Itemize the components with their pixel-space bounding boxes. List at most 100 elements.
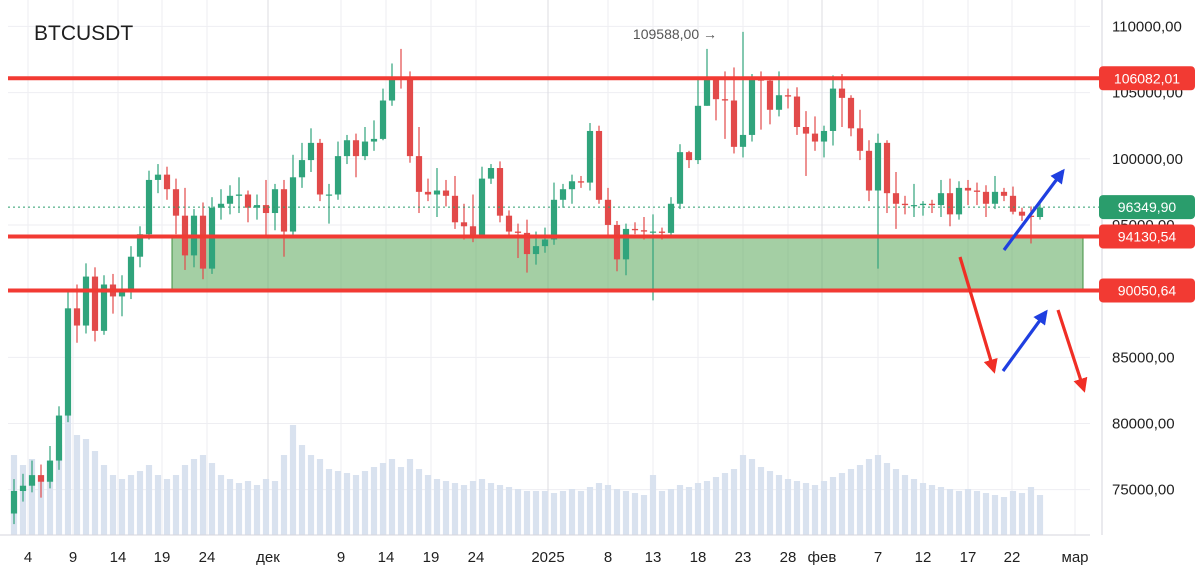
candle-body <box>919 203 927 206</box>
candle-body <box>1009 195 1017 212</box>
candle-body <box>595 130 603 200</box>
volume-bar <box>757 467 765 535</box>
volume-bar <box>1009 491 1017 535</box>
volume-bar <box>235 483 243 535</box>
volume-bar <box>577 491 585 535</box>
forecast-arrows <box>958 168 1088 393</box>
volume-bar <box>271 481 279 535</box>
price-tick-label: 110000,00 <box>1112 18 1182 35</box>
candle-body <box>10 491 18 514</box>
time-tick-label: фев <box>808 549 837 566</box>
volume-bar <box>721 473 729 535</box>
candle-body <box>694 105 702 161</box>
volume-bar <box>388 459 396 535</box>
volume-bar <box>928 485 936 535</box>
volume-bar <box>55 445 63 535</box>
volume-bar <box>856 465 864 535</box>
candle-body <box>901 203 909 206</box>
volume-bar <box>541 491 549 535</box>
candle-body <box>370 138 378 142</box>
candle-body <box>721 99 729 101</box>
candle-body <box>541 239 549 247</box>
volume-bar <box>802 483 810 535</box>
candle-body <box>730 100 738 147</box>
volume-bar <box>874 455 882 535</box>
candle-body <box>766 80 774 110</box>
volume-bar <box>820 481 828 535</box>
candle-body <box>343 140 351 157</box>
candle-body <box>892 193 900 204</box>
candle-body <box>649 231 657 233</box>
candle-body <box>640 230 648 232</box>
price-tick-label: 75000,00 <box>1112 482 1175 499</box>
candle-body <box>217 203 225 208</box>
candle-body <box>136 234 144 257</box>
volume-bar <box>325 469 333 535</box>
volume-bar <box>838 473 846 535</box>
volume-bar <box>568 489 576 535</box>
level-label: 90050,64 <box>1118 282 1177 298</box>
candle-body <box>19 485 27 492</box>
volume-bar <box>217 475 225 535</box>
candle-body <box>37 475 45 482</box>
time-axis: 4 9 14 19 24 дек 9 14 19 24 2025 8 13 18 23 28 фев 7 12 17 2… <box>0 534 1090 566</box>
candle-body <box>550 199 558 240</box>
volume-bar <box>82 439 90 535</box>
time-tick-label: 8 <box>604 549 612 566</box>
volume-bar <box>676 485 684 535</box>
volume-bar <box>712 477 720 535</box>
time-tick-label: 19 <box>423 549 440 566</box>
candle-body <box>352 140 360 157</box>
candle-body <box>1000 191 1008 196</box>
candle-body <box>460 222 468 227</box>
volume-bar <box>46 479 54 535</box>
candle-body <box>505 215 513 232</box>
time-tick-label: 7 <box>874 549 882 566</box>
time-tick-label: 24 <box>199 549 216 566</box>
candle-body <box>253 205 261 208</box>
volume-bar <box>1000 497 1008 535</box>
time-tick-label: 17 <box>960 549 977 566</box>
volume-bar <box>901 475 909 535</box>
volume-bar <box>415 469 423 535</box>
volume-bars <box>10 415 1044 535</box>
candle-body <box>469 226 477 236</box>
volume-bar <box>406 459 414 535</box>
candle-body <box>820 130 828 142</box>
volume-bar <box>433 479 441 535</box>
candle-body <box>775 95 783 110</box>
volume-bar <box>640 495 648 535</box>
volume-bar <box>523 491 531 535</box>
candle-body <box>514 231 522 233</box>
candle-body <box>838 88 846 98</box>
volume-bar <box>127 475 135 535</box>
down-arrow-2 <box>1056 309 1088 393</box>
volume-bar <box>550 493 558 535</box>
time-tick-label: мар <box>1062 549 1089 566</box>
volume-bar <box>703 481 711 535</box>
candle-body <box>46 460 54 482</box>
candle-body <box>424 191 432 195</box>
candle-body <box>955 187 963 215</box>
candle-body <box>1036 207 1044 218</box>
volume-bar <box>37 475 45 535</box>
volume-bar <box>469 481 477 535</box>
volume-bar <box>226 479 234 535</box>
candle-body <box>325 194 333 196</box>
volume-bar <box>379 463 387 535</box>
volume-bar <box>631 493 639 535</box>
candle-body <box>802 126 810 134</box>
volume-bar <box>559 491 567 535</box>
volume-bar <box>289 425 297 535</box>
volume-bar <box>955 491 963 535</box>
time-tick-label: 9 <box>337 549 345 566</box>
candle-body <box>991 191 999 204</box>
volume-bar <box>118 479 126 535</box>
current-price-label-bg <box>1099 195 1195 220</box>
candle-body <box>334 156 342 195</box>
volume-bar <box>64 415 72 535</box>
volume-bar <box>190 459 198 535</box>
candle-body <box>415 156 423 192</box>
price-tick-label: 100000,00 <box>1112 151 1183 168</box>
